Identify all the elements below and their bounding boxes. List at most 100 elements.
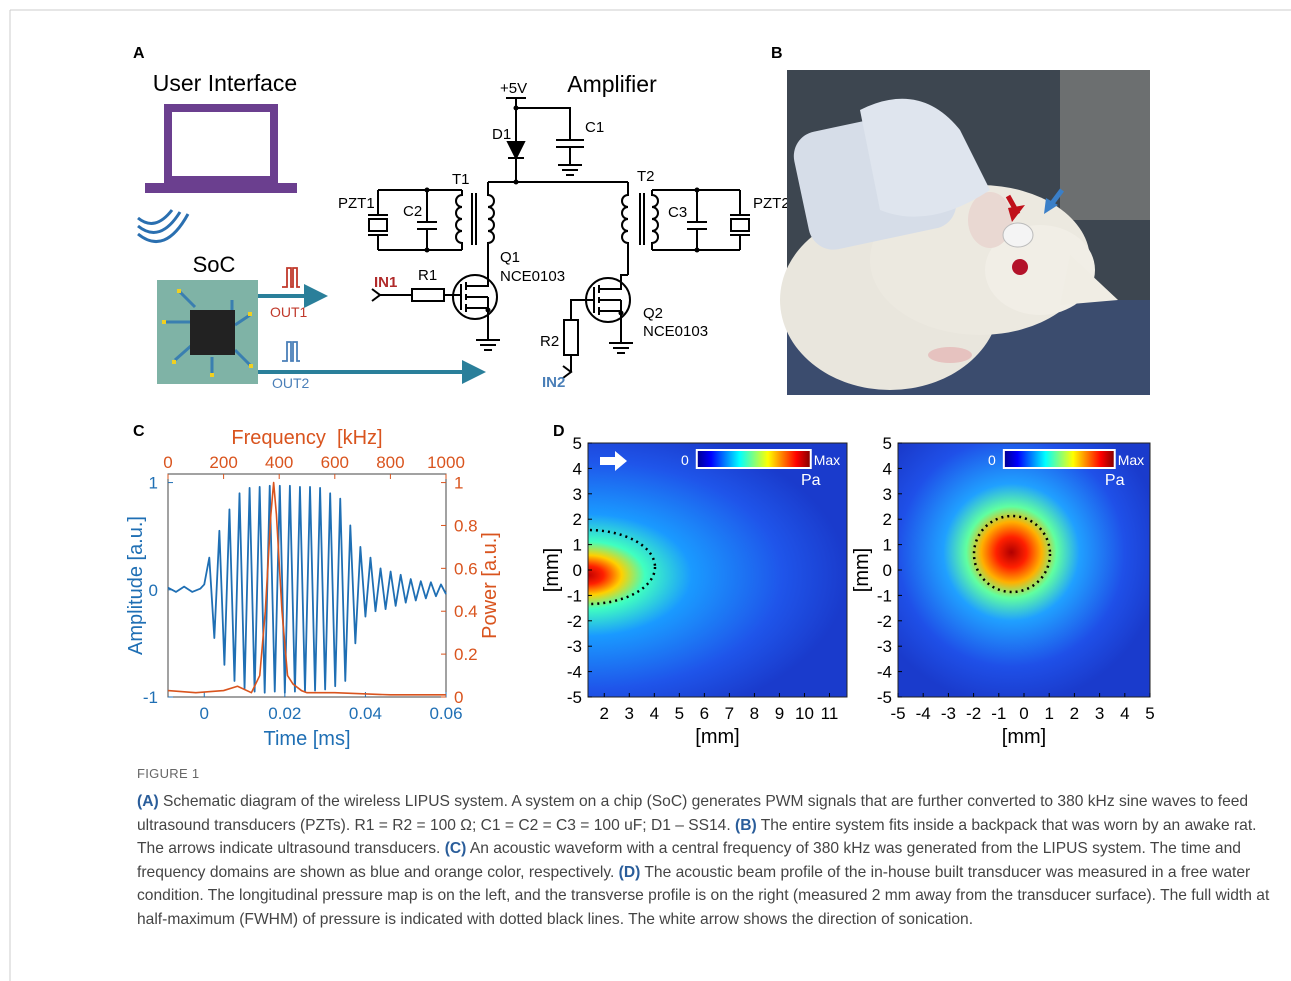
x2-tick-label: 200	[209, 453, 237, 472]
colorbar	[697, 450, 811, 468]
x-tick-label: -4	[916, 704, 931, 723]
y-tick-label: 1	[149, 474, 158, 493]
y-tick-label: 5	[883, 434, 892, 453]
y2-tick-label: 1	[454, 474, 463, 493]
component-label: NCE0103	[643, 323, 708, 340]
component-label: C2	[403, 203, 422, 220]
soc-board	[157, 280, 258, 384]
x-tick-label: 0	[1019, 704, 1028, 723]
caption-panel-ref: (D)	[619, 864, 641, 881]
x-tick-label: 7	[725, 704, 734, 723]
y-tick-label: -2	[877, 612, 892, 631]
x2-tick-label: 400	[265, 453, 293, 472]
x-tick-label: 5	[1145, 704, 1154, 723]
out2-label: OUT2	[272, 375, 310, 391]
y2-axis-title: Power [a.u.]	[479, 532, 501, 639]
x-tick-label: -2	[966, 704, 981, 723]
amp-title: Amplifier	[567, 71, 657, 97]
data-line	[168, 486, 446, 693]
component-label: R2	[540, 333, 559, 350]
x2-tick-label: 1000	[427, 453, 465, 472]
colorbar-max: Max	[814, 452, 840, 468]
photo	[780, 70, 1150, 395]
y-tick-label: -4	[567, 663, 582, 682]
component-label: PZT1	[338, 195, 375, 212]
caption-panel-ref: (A)	[137, 793, 159, 810]
y-axis-title: [mm]	[851, 548, 873, 592]
input-label: IN1	[374, 274, 397, 291]
pulse-icon	[282, 268, 300, 287]
x-tick-label: 0	[200, 704, 209, 723]
panel-label: B	[771, 45, 783, 62]
y-tick-label: 0	[573, 561, 582, 580]
y-tick-label: -1	[877, 586, 892, 605]
panel-label: D	[553, 423, 565, 440]
soc-label: SoC	[193, 252, 236, 277]
x-tick-label: 9	[775, 704, 784, 723]
x-tick-label: 3	[1095, 704, 1104, 723]
caption-panel-ref: (C)	[445, 840, 467, 857]
y-tick-label: 3	[573, 485, 582, 504]
x-tick-label: -1	[991, 704, 1006, 723]
y2-tick-label: 0.2	[454, 645, 478, 664]
x-axis-title: [mm]	[695, 726, 739, 748]
y-tick-label: 1	[573, 536, 582, 555]
page: A B C D User Interface SoC OUT1 OUT2 Amp…	[0, 0, 1291, 981]
wifi-icon	[138, 210, 188, 242]
x2-tick-label: 600	[321, 453, 349, 472]
y2-tick-label: 0.6	[454, 559, 478, 578]
y2-tick-label: 0	[454, 688, 463, 707]
colorbar-unit: Pa	[1105, 472, 1125, 489]
x-axis-title: [mm]	[1002, 726, 1046, 748]
component-label: T2	[637, 168, 655, 185]
input-label: IN2	[542, 374, 565, 391]
x-tick-label: 11	[821, 704, 839, 723]
x-tick-label: 2	[1070, 704, 1079, 723]
component-label: PZT2	[753, 195, 790, 212]
component-label: NCE0103	[500, 268, 565, 285]
y2-tick-label: 0.8	[454, 516, 478, 535]
x-tick-label: 4	[1120, 704, 1129, 723]
y-tick-label: -5	[567, 688, 582, 707]
x-tick-label: 5	[675, 704, 684, 723]
x2-axis-title: Frequency [kHz]	[231, 427, 382, 449]
y-tick-label: 0	[149, 581, 158, 600]
y-tick-label: -1	[567, 586, 582, 605]
colorbar-min: 0	[988, 452, 996, 468]
colorbar-min: 0	[681, 452, 689, 468]
component-label: D1	[492, 126, 511, 143]
x-tick-label: 8	[750, 704, 759, 723]
component-label: +5V	[500, 80, 527, 97]
x-axis-title: Time [ms]	[263, 728, 350, 750]
y-tick-label: -1	[143, 688, 158, 707]
colorbar-unit: Pa	[801, 472, 821, 489]
y-tick-label: -4	[877, 663, 892, 682]
panel-label: A	[133, 45, 145, 62]
component-label: T1	[452, 171, 470, 188]
caption-panel-ref: (B)	[735, 817, 757, 834]
y-tick-label: 1	[883, 536, 892, 555]
y-tick-label: 4	[883, 459, 892, 478]
y2-tick-label: 0.4	[454, 602, 478, 621]
ui-title: User Interface	[153, 70, 297, 96]
x2-tick-label: 800	[376, 453, 404, 472]
x-tick-label: 1	[1044, 704, 1053, 723]
y-axis-title: Amplitude [a.u.]	[125, 516, 147, 655]
y-tick-label: -3	[567, 637, 582, 656]
laptop-icon	[145, 108, 297, 193]
y-tick-label: 3	[883, 485, 892, 504]
component-label: Q2	[643, 305, 663, 322]
x-tick-label: 10	[795, 704, 814, 723]
component-label: R1	[418, 267, 437, 284]
x-tick-label: 6	[700, 704, 709, 723]
x2-tick-label: 0	[163, 453, 172, 472]
component-label: C3	[668, 204, 687, 221]
y-tick-label: 4	[573, 459, 582, 478]
figure-label: FIGURE 1	[137, 766, 199, 781]
x-tick-label: -5	[890, 704, 905, 723]
x-tick-label: 0.04	[349, 704, 382, 723]
x-tick-label: 2	[600, 704, 609, 723]
component-label: Q1	[500, 249, 520, 266]
panel-label: C	[133, 423, 145, 440]
x-tick-label: -3	[941, 704, 956, 723]
